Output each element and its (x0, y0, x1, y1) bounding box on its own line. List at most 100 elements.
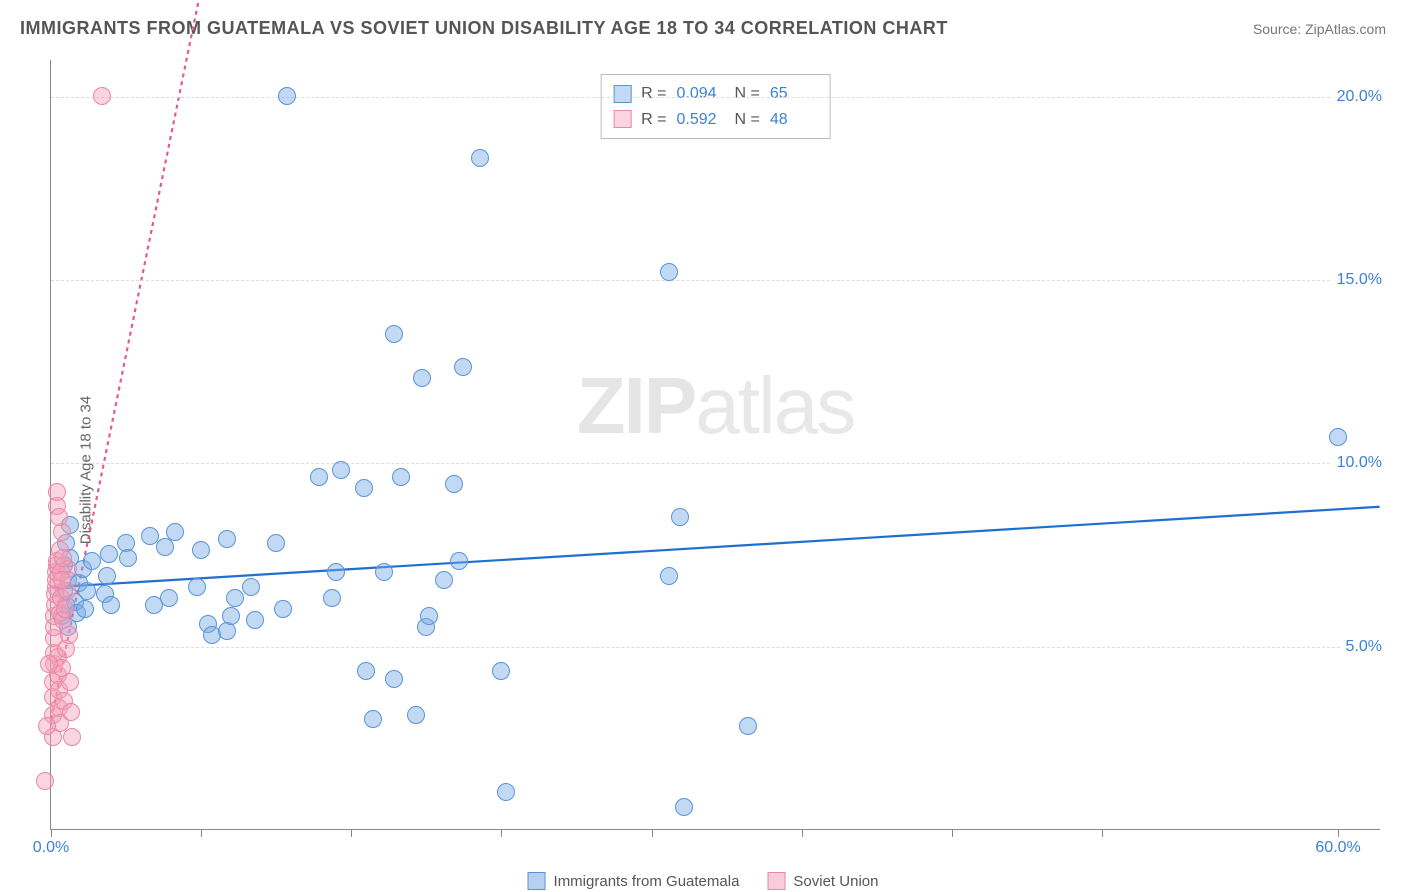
gridline (51, 97, 1380, 98)
scatter-point (54, 549, 72, 567)
scatter-point (660, 263, 678, 281)
chart-title: IMMIGRANTS FROM GUATEMALA VS SOVIET UNIO… (20, 18, 948, 39)
scatter-point (156, 538, 174, 556)
scatter-point (40, 655, 58, 673)
scatter-point (492, 662, 510, 680)
scatter-point (50, 508, 68, 526)
scatter-point (675, 798, 693, 816)
x-tick (201, 829, 202, 837)
swatch-guatemala (613, 85, 631, 103)
scatter-point (62, 703, 80, 721)
scatter-point (323, 589, 341, 607)
y-tick-label: 20.0% (1331, 88, 1382, 106)
scatter-point (332, 461, 350, 479)
scatter-point (76, 600, 94, 618)
scatter-point (407, 706, 425, 724)
scatter-point (310, 468, 328, 486)
legend-label: Soviet Union (793, 873, 878, 890)
scatter-point (392, 468, 410, 486)
scatter-point (355, 479, 373, 497)
chart-container: Disability Age 18 to 34 ZIPatlas R = 0.0… (0, 48, 1406, 892)
source-link[interactable]: ZipAtlas.com (1305, 21, 1386, 37)
x-tick-label: 0.0% (33, 839, 69, 857)
legend-swatch (528, 872, 546, 890)
scatter-point (53, 571, 71, 589)
trend-lines (51, 60, 1380, 829)
correlation-stats-box: R = 0.094 N = 65 R = 0.592 N = 48 (600, 74, 831, 139)
scatter-point (364, 710, 382, 728)
scatter-point (327, 563, 345, 581)
stats-row-guatemala: R = 0.094 N = 65 (613, 81, 818, 107)
legend-label: Immigrants from Guatemala (554, 873, 740, 890)
scatter-point (385, 325, 403, 343)
legend-item: Soviet Union (767, 872, 878, 890)
scatter-point (119, 549, 137, 567)
x-tick (351, 829, 352, 837)
stat-n-value-guatemala: 65 (770, 81, 818, 107)
scatter-point (56, 600, 74, 618)
stats-row-soviet: R = 0.592 N = 48 (613, 107, 818, 133)
scatter-point (274, 600, 292, 618)
scatter-point (93, 87, 111, 105)
scatter-point (739, 717, 757, 735)
x-tick (952, 829, 953, 837)
scatter-point (218, 530, 236, 548)
scatter-point (471, 149, 489, 167)
gridline (51, 280, 1380, 281)
scatter-point (450, 552, 468, 570)
scatter-point (357, 662, 375, 680)
scatter-point (83, 552, 101, 570)
scatter-point (242, 578, 260, 596)
scatter-point (166, 523, 184, 541)
scatter-point (102, 596, 120, 614)
scatter-point (671, 508, 689, 526)
scatter-point (188, 578, 206, 596)
gridline (51, 463, 1380, 464)
chart-header: IMMIGRANTS FROM GUATEMALA VS SOVIET UNIO… (0, 0, 1406, 47)
scatter-point (445, 475, 463, 493)
y-tick-label: 15.0% (1331, 271, 1382, 289)
x-tick (1338, 829, 1339, 837)
x-tick (501, 829, 502, 837)
scatter-point (375, 563, 393, 581)
scatter-point (497, 783, 515, 801)
x-tick (652, 829, 653, 837)
scatter-point (454, 358, 472, 376)
scatter-point (226, 589, 244, 607)
swatch-soviet (613, 110, 631, 128)
scatter-point (48, 483, 66, 501)
scatter-point (36, 772, 54, 790)
plot-area: ZIPatlas R = 0.094 N = 65 R = 0.592 N = … (50, 60, 1380, 830)
gridline (51, 647, 1380, 648)
scatter-point (278, 87, 296, 105)
scatter-point (98, 567, 116, 585)
x-tick-label: 60.0% (1315, 839, 1360, 857)
scatter-point (78, 582, 96, 600)
x-tick (51, 829, 52, 837)
scatter-point (60, 626, 78, 644)
x-tick (1102, 829, 1103, 837)
stat-n-label: N = (735, 81, 760, 107)
legend-swatch (767, 872, 785, 890)
stat-n-value-soviet: 48 (770, 107, 818, 133)
stat-r-label: R = (641, 81, 666, 107)
scatter-point (435, 571, 453, 589)
stat-n-label: N = (735, 107, 760, 133)
scatter-point (246, 611, 264, 629)
y-tick-label: 5.0% (1340, 638, 1382, 656)
stat-r-value-soviet: 0.592 (677, 107, 725, 133)
scatter-point (267, 534, 285, 552)
scatter-point (660, 567, 678, 585)
scatter-point (1329, 428, 1347, 446)
scatter-point (192, 541, 210, 559)
trend-line (51, 507, 1379, 588)
legend-item: Immigrants from Guatemala (528, 872, 740, 890)
scatter-point (413, 369, 431, 387)
x-tick (802, 829, 803, 837)
source-attribution: Source: ZipAtlas.com (1253, 21, 1386, 37)
source-prefix: Source: (1253, 21, 1305, 37)
y-tick-label: 10.0% (1331, 454, 1382, 472)
scatter-point (61, 673, 79, 691)
scatter-point (385, 670, 403, 688)
scatter-point (63, 728, 81, 746)
